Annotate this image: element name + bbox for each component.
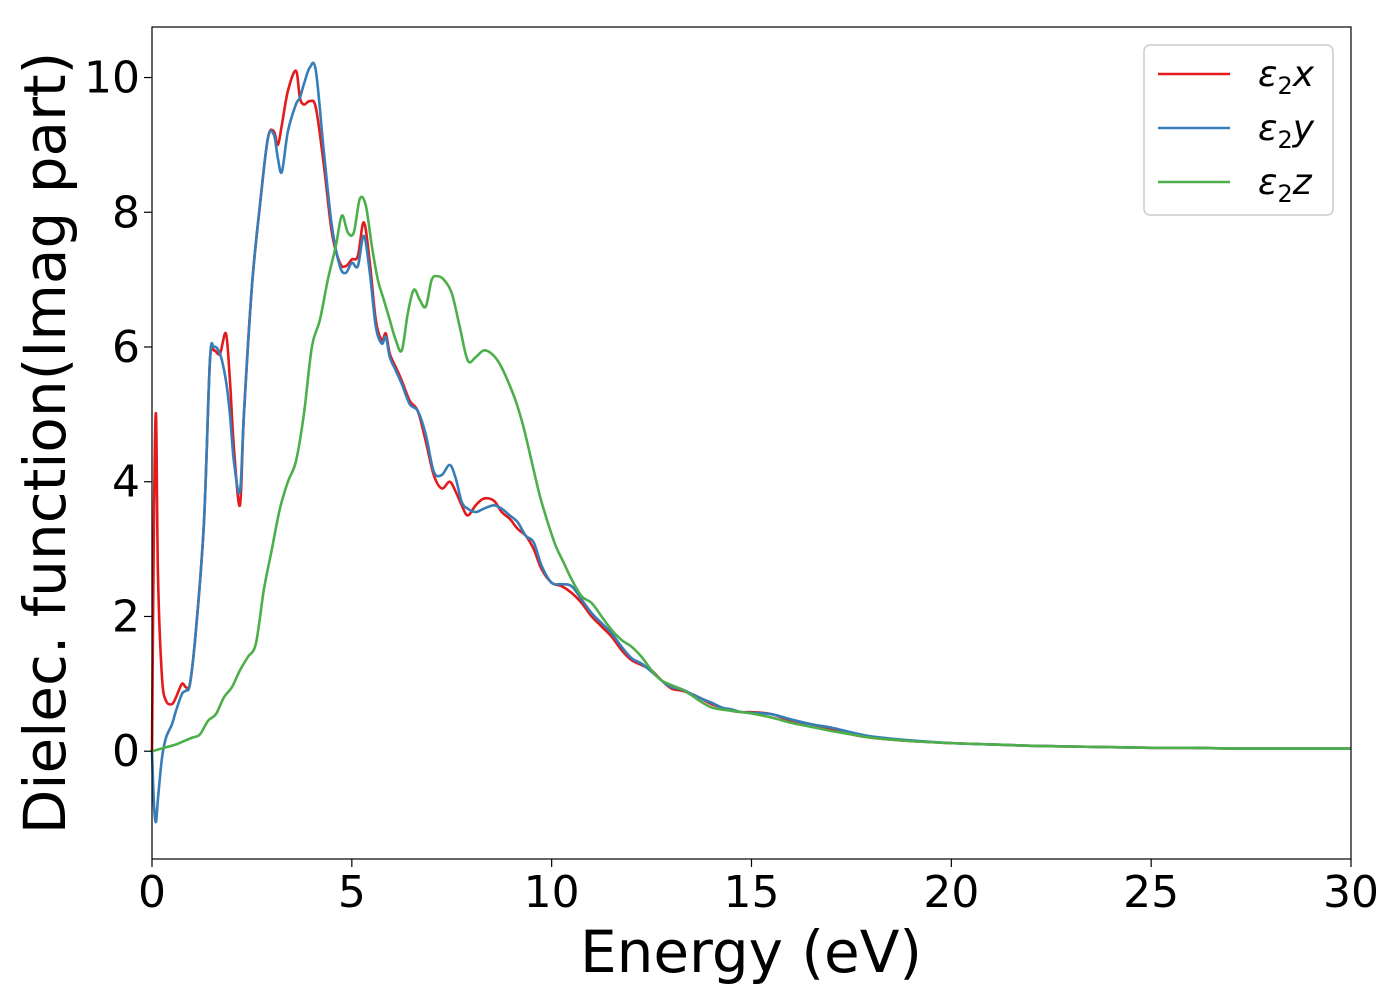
- legend-box: [1143, 44, 1334, 216]
- y-axis-title: Dielec. function(Imag part): [11, 52, 79, 835]
- y-tick-label: 6: [112, 322, 140, 373]
- x-tick-label: 20: [923, 867, 979, 918]
- x-tick-label: 25: [1123, 867, 1179, 918]
- series-line-y: [150, 61, 1351, 824]
- x-tick-label: 10: [524, 867, 580, 918]
- x-axis-ticks: 0 5 10 15 20 25 30: [138, 859, 1379, 918]
- legend-label-z: ε2z: [1258, 162, 1313, 208]
- series-layer: [150, 61, 1351, 824]
- legend-label-y: ε2y: [1258, 108, 1315, 154]
- y-axis-ticks: 0 2 4 6 8 10: [84, 53, 152, 777]
- y-tick-label: 0: [112, 726, 140, 777]
- legend-label-x: ε2x: [1258, 54, 1315, 100]
- x-tick-label: 15: [724, 867, 780, 918]
- x-tick-label: 5: [338, 867, 366, 918]
- y-tick-label: 10: [84, 53, 140, 104]
- x-tick-label: 0: [138, 867, 166, 918]
- x-axis-title: Energy (eV): [580, 918, 922, 986]
- y-tick-label: 4: [112, 457, 140, 508]
- series-line-z: [151, 195, 1351, 753]
- x-tick-label: 30: [1323, 867, 1379, 918]
- legend: ε2x ε2y ε2z: [1143, 44, 1334, 216]
- y-tick-label: 2: [112, 591, 140, 642]
- y-tick-label: 8: [112, 187, 140, 238]
